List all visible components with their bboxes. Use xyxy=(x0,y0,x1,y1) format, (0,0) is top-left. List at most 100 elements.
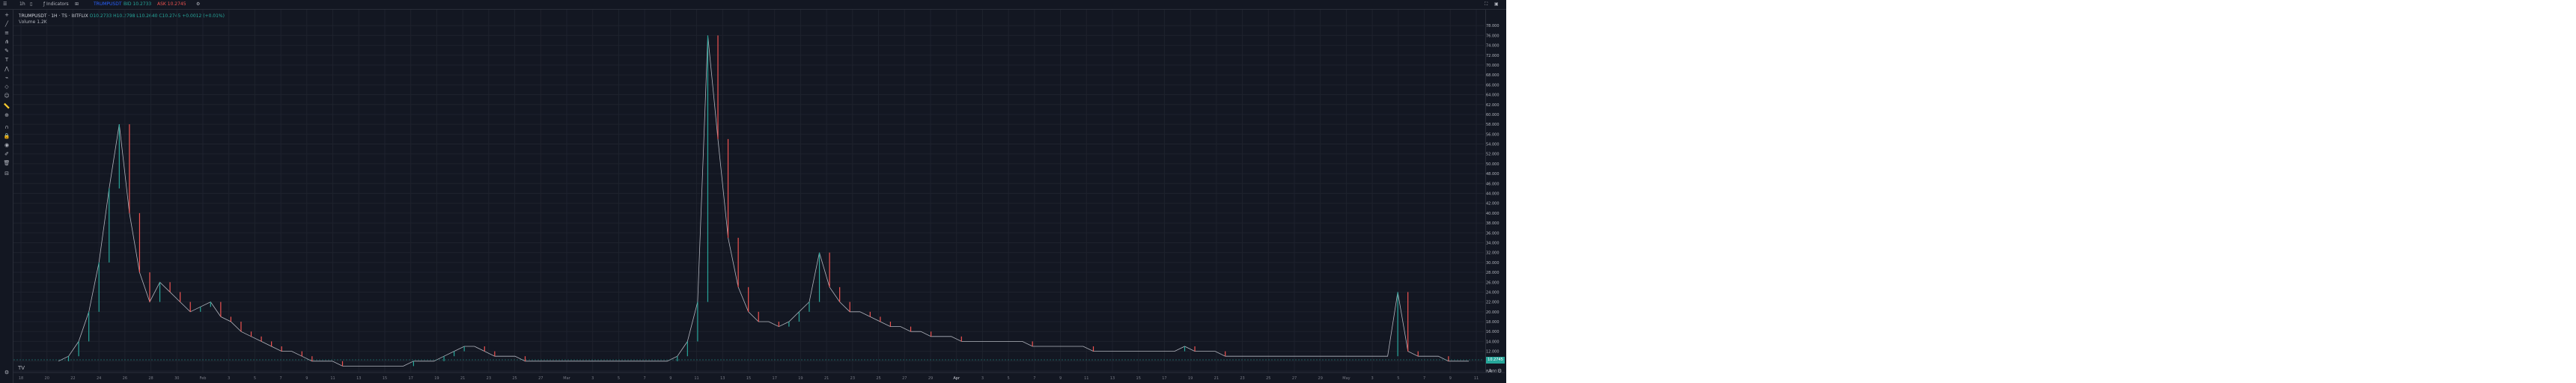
price-tick-label: 18.000 xyxy=(1486,320,1499,325)
time-tick-label: 19 xyxy=(798,376,803,381)
settings-icon[interactable]: ⚙ xyxy=(196,1,201,7)
price-tick-label: 60.000 xyxy=(1486,113,1499,117)
stay-drawing-icon[interactable]: ✐ xyxy=(4,151,9,157)
price-tick-label: 78.000 xyxy=(1486,24,1499,28)
time-tick-label: Mar xyxy=(563,376,570,381)
bar-style-icon[interactable]: ▯ xyxy=(30,1,33,7)
fullscreen-icon[interactable]: ⛶ xyxy=(1485,1,1488,7)
time-tick-label: 15 xyxy=(383,376,387,381)
pitchfork-icon[interactable]: ⋔ xyxy=(4,39,9,45)
price-tick-label: 34.000 xyxy=(1486,241,1499,245)
time-tick-label: 21 xyxy=(1214,376,1219,381)
time-tick-label: 9 xyxy=(1059,376,1062,381)
time-tick-label: 15 xyxy=(1136,376,1141,381)
brush-icon[interactable]: ✎ xyxy=(4,48,9,54)
time-tick-label: 3 xyxy=(591,376,594,381)
time-tick-label: 19 xyxy=(1188,376,1193,381)
time-tick-label: 23 xyxy=(487,376,491,381)
eye-icon[interactable]: ◉ xyxy=(4,142,10,148)
time-tick-label: 29 xyxy=(928,376,933,381)
price-axis[interactable] xyxy=(1485,10,1507,373)
price-tick-label: 8.000 xyxy=(1486,370,1496,374)
time-tick-label: 22 xyxy=(70,376,75,381)
log-scale-icon[interactable]: ⚙ xyxy=(1497,368,1502,374)
horizontal-line-icon[interactable]: ≡ xyxy=(4,30,9,36)
price-tick-label: 24.000 xyxy=(1486,290,1499,295)
time-tick-label: 17 xyxy=(409,376,413,381)
symbol-button[interactable]: TRUMPUSDT xyxy=(94,1,122,7)
price-tick-label: 48.000 xyxy=(1486,172,1499,177)
time-tick-label: 30 xyxy=(174,376,179,381)
menu-icon[interactable]: ☰ xyxy=(3,1,7,7)
time-tick-label: Feb xyxy=(200,376,207,381)
time-tick-label: 25 xyxy=(1266,376,1270,381)
templates-icon[interactable]: ⊞ xyxy=(75,1,79,7)
time-tick-label: 9 xyxy=(669,376,672,381)
price-tick-label: 12.000 xyxy=(1486,350,1499,355)
shapes-icon[interactable]: ◇ xyxy=(4,84,9,90)
time-tick-label: 21 xyxy=(460,376,465,381)
pattern-icon[interactable]: ⋀ xyxy=(4,66,9,72)
indicators-button[interactable]: ƒ Indicators xyxy=(43,1,69,7)
time-tick-label: 26 xyxy=(123,376,127,381)
icons-icon[interactable]: ☺ xyxy=(4,93,10,99)
time-tick-label: 25 xyxy=(876,376,880,381)
time-tick-label: 27 xyxy=(538,376,543,381)
tradingview-logo-icon[interactable]: TV xyxy=(18,365,25,371)
time-tick-label: May xyxy=(1342,376,1350,381)
time-tick-label: 27 xyxy=(902,376,907,381)
trend-line-icon[interactable]: ╱ xyxy=(4,21,9,27)
ask-price: ASK 10.2745 xyxy=(157,1,186,7)
time-tick-label: 9 xyxy=(305,376,308,381)
text-icon[interactable]: T xyxy=(4,57,9,63)
screenshot-icon[interactable]: ▣ xyxy=(1494,1,1499,7)
time-tick-label: 5 xyxy=(618,376,620,381)
time-tick-label: 17 xyxy=(1162,376,1166,381)
top-toolbar: ☰ 1h ▯ ƒ Indicators ⊞ TRUMPUSDT BID 10.2… xyxy=(0,0,1506,10)
time-tick-label: 21 xyxy=(824,376,829,381)
price-tick-label: 58.000 xyxy=(1486,123,1499,127)
time-tick-label: 3 xyxy=(1371,376,1374,381)
forecast-icon[interactable]: ⌁ xyxy=(4,75,9,81)
price-tick-label: 30.000 xyxy=(1486,261,1499,266)
object-tree-icon[interactable]: ⊟ xyxy=(4,171,9,177)
lock-icon[interactable]: 🔒 xyxy=(3,133,10,139)
price-chart[interactable]: 78.00076.00074.00072.00070.00068.00066.0… xyxy=(13,10,1506,383)
time-tick-label: 28 xyxy=(148,376,153,381)
indicators-icon: ƒ xyxy=(43,1,46,7)
price-tick-label: 28.000 xyxy=(1486,271,1499,275)
time-tick-label: 27 xyxy=(1292,376,1297,381)
price-tick-label: 16.000 xyxy=(1486,330,1499,334)
price-tick-label: 70.000 xyxy=(1486,64,1499,68)
time-tick-label: 11 xyxy=(694,376,698,381)
ruler-icon[interactable]: 📏 xyxy=(3,103,10,109)
price-tick-label: 62.000 xyxy=(1486,103,1499,108)
price-tick-label: 36.000 xyxy=(1486,231,1499,236)
time-tick-label: 23 xyxy=(850,376,855,381)
legend-symbol: TRUMPUSDT · 1H · TS · BITFLIX xyxy=(19,13,88,19)
legend-ohlc: O10.2733 H10.2798 L10.2640 C10.2745 +0.0… xyxy=(89,13,225,19)
chart-legend: TRUMPUSDT · 1H · TS · BITFLIX O10.2733 H… xyxy=(19,13,225,25)
crosshair-icon[interactable]: + xyxy=(4,12,9,18)
price-tick-label: 42.000 xyxy=(1486,202,1499,206)
price-tick-label: 14.000 xyxy=(1486,340,1499,344)
magnet-icon[interactable]: ∩ xyxy=(4,124,9,130)
price-tick-label: 76.000 xyxy=(1486,34,1499,38)
blank-area xyxy=(1506,0,2576,383)
interval-selector[interactable]: 1h xyxy=(19,1,25,7)
time-tick-label: 18 xyxy=(19,376,23,381)
time-tick-label: 11 xyxy=(1084,376,1088,381)
time-tick-label: 20 xyxy=(45,376,49,381)
time-tick-label: 25 xyxy=(512,376,517,381)
auto-scale-icon[interactable]: A xyxy=(1488,368,1492,374)
trash-icon[interactable]: 🗑 xyxy=(3,160,10,166)
time-tick-label: 5 xyxy=(1397,376,1399,381)
settings-bottom-icon[interactable]: ⚙ xyxy=(4,370,10,376)
price-tick-label: 68.000 xyxy=(1486,73,1499,78)
chart-app: ☰ 1h ▯ ƒ Indicators ⊞ TRUMPUSDT BID 10.2… xyxy=(0,0,1506,383)
zoom-in-icon[interactable]: ⊕ xyxy=(4,112,9,118)
price-tick-label: 26.000 xyxy=(1486,281,1499,285)
price-tick-label: 72.000 xyxy=(1486,54,1499,58)
time-tick-label: 7 xyxy=(1423,376,1425,381)
time-tick-label: 5 xyxy=(1008,376,1010,381)
